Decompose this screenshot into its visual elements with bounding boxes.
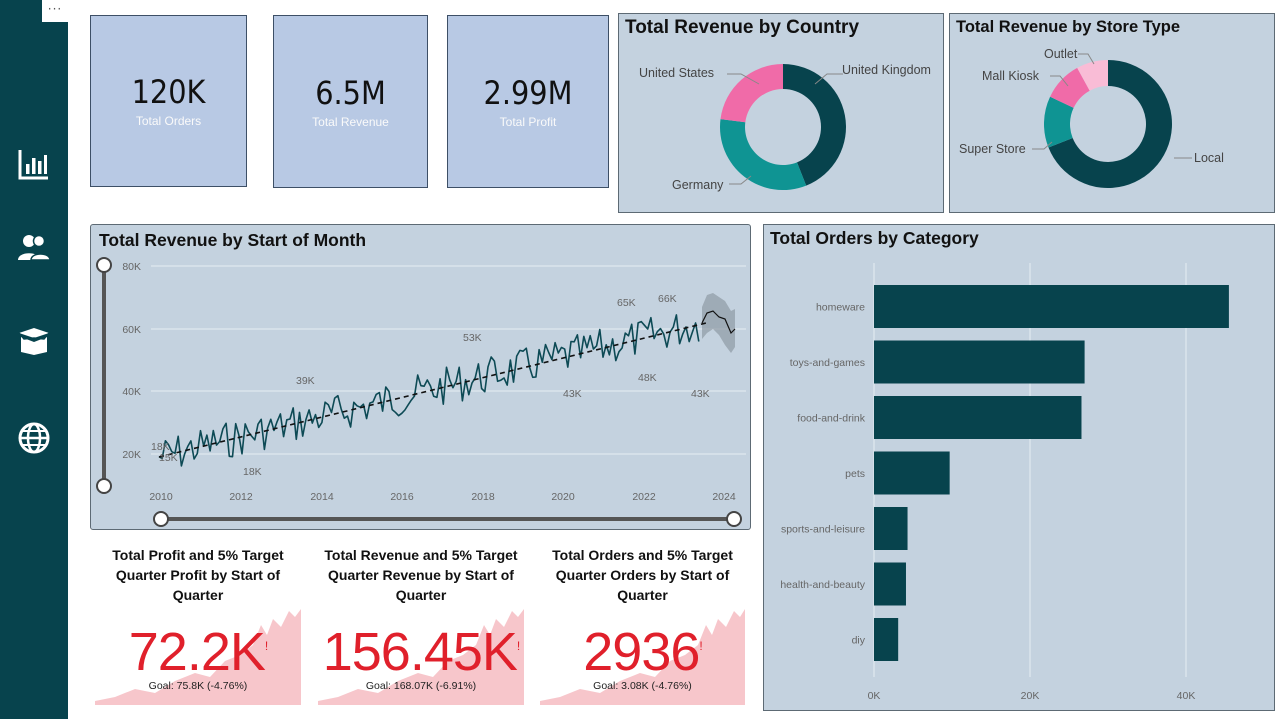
store-donut-panel[interactable]: Total Revenue by Store Type Outlet Mall … [949,13,1275,213]
data-label: 18K [243,466,262,478]
donut-segment [783,64,846,186]
goal-card-revenue[interactable]: Total Revenue and 5% Target Quarter Reve… [318,545,524,705]
x-tick: 2012 [229,491,253,503]
bar-food-and-drink [874,396,1082,439]
users-icon[interactable] [16,230,52,266]
goal-text: Goal: 3.08K (-4.76%) [593,680,692,692]
goal-value: 2936! [583,622,703,682]
category-label: homeware [816,302,865,314]
y-tick: 60K [122,324,141,336]
kpi-card-total-profit[interactable]: 2.99M Total Profit [447,15,609,188]
x-tick: 2024 [712,491,736,503]
donut-label-germany: Germany [672,178,724,192]
donut-segment [1050,67,1090,108]
country-donut-chart [720,64,846,190]
more-options-button[interactable]: ··· [42,0,68,22]
goal-sparkline [318,609,524,705]
panel-title: Total Revenue by Store Type [956,18,1181,36]
globe-icon[interactable] [16,420,52,456]
donut-label-united-kingdom: United Kingdom [842,63,931,77]
bar-sports-and-leisure [874,507,908,550]
data-label: 15K [159,452,178,464]
donut-segment [1077,60,1108,91]
revenue-line-chart: 80K 60K 40K 20K 2010 2012 2014 2016 2018… [96,257,746,527]
kpi-label: Total Revenue [312,114,389,129]
x-tick: 0K [868,690,881,702]
box-icon[interactable] [16,322,52,358]
orders-by-category-panel[interactable]: Total Orders by Category 0K 20K 40K homewar… [763,224,1275,711]
bar-health-and-beauty [874,562,906,606]
kpi-card-total-revenue[interactable]: 6.5M Total Revenue [273,15,428,188]
donut-label-mall-kiosk: Mall Kiosk [982,69,1039,83]
donut-label-united-states: United States [639,66,715,80]
donut-label-super-store: Super Store [959,142,1026,156]
goal-sparkline [540,609,745,705]
sidebar [0,0,68,719]
donut-label-outlet: Outlet [1044,47,1078,61]
x-tick: 2018 [471,491,495,503]
goal-card-profit[interactable]: Total Profit and 5% Target Quarter Profi… [95,545,301,705]
bar-diy [874,618,899,661]
x-tick: 2016 [390,491,414,503]
goal-text: Goal: 75.8K (-4.76%) [148,680,248,692]
panel-title: Total Revenue by Start of Month [99,230,367,250]
category-label: health-and-beauty [780,579,865,591]
data-label: 43K [563,388,582,400]
x-tick: 2014 [310,491,334,503]
kpi-value: 2.99M [483,73,573,112]
panel-title: Total Revenue by Country [625,17,860,38]
bar-toys-and-games [874,340,1085,384]
data-label: 66K [658,293,677,305]
kpi-label: Total Profit [499,114,557,129]
store-donut-chart [1032,53,1192,188]
data-label: 39K [296,375,315,387]
category-label: toys-and-games [790,357,865,369]
goal-text: Goal: 168.07K (-6.91%) [365,680,477,692]
y-tick: 20K [122,449,141,461]
donut-segment [1044,96,1074,148]
y-range-slider-bottom-handle[interactable] [96,478,112,494]
donut-segment [720,119,807,190]
donut-segment [720,64,783,123]
data-label: 18K [151,441,170,453]
category-label: food-and-drink [797,413,865,425]
panel-title: Total Orders by Category [770,228,979,248]
category-label: diy [852,635,866,647]
goal-sparkline [95,609,301,705]
x-range-slider-end-handle[interactable] [726,511,742,527]
x-tick: 2020 [551,491,575,503]
bar-homeware [874,285,1229,328]
x-tick: 2010 [149,491,173,503]
category-label: sports-and-leisure [781,524,865,536]
revenue-by-month-panel[interactable]: Total Revenue by Start of Month 80K 60K … [90,224,751,530]
bar-pets [874,451,950,495]
data-label: 43K [691,388,710,400]
donut-segment [1048,60,1172,188]
y-tick: 80K [122,261,141,273]
x-tick: 20K [1021,690,1040,702]
y-range-slider-top-handle[interactable] [96,257,112,273]
category-label: pets [845,468,865,480]
kpi-value: 120K [131,73,206,111]
data-label: 53K [463,332,482,344]
kpi-value: 6.5M [315,73,386,112]
data-label: 48K [638,372,657,384]
x-tick: 40K [1177,690,1196,702]
goal-title: Total Revenue and 5% Target Quarter Reve… [324,547,518,603]
donut-label-local: Local [1194,151,1224,165]
kpi-card-total-orders[interactable]: 120K Total Orders [90,15,247,187]
goal-value: 156.45K! [322,622,521,682]
x-range-slider-start-handle[interactable] [153,511,169,527]
country-donut-panel[interactable]: Total Revenue by Country United States U… [618,13,944,213]
data-label: 65K [617,297,636,309]
goal-title: Total Orders and 5% Target Quarter Order… [552,547,733,603]
goal-card-orders[interactable]: Total Orders and 5% Target Quarter Order… [540,545,745,705]
goal-title: Total Profit and 5% Target Quarter Profi… [112,547,284,603]
goal-value: 72.2K! [128,622,269,682]
category-bar-chart: 0K 20K 40K homeware toys-and-games food-and-d… [780,263,1229,702]
bar-chart-icon[interactable] [16,146,52,182]
kpi-label: Total Orders [135,114,202,128]
x-tick: 2022 [632,491,656,503]
y-tick: 40K [122,386,141,398]
